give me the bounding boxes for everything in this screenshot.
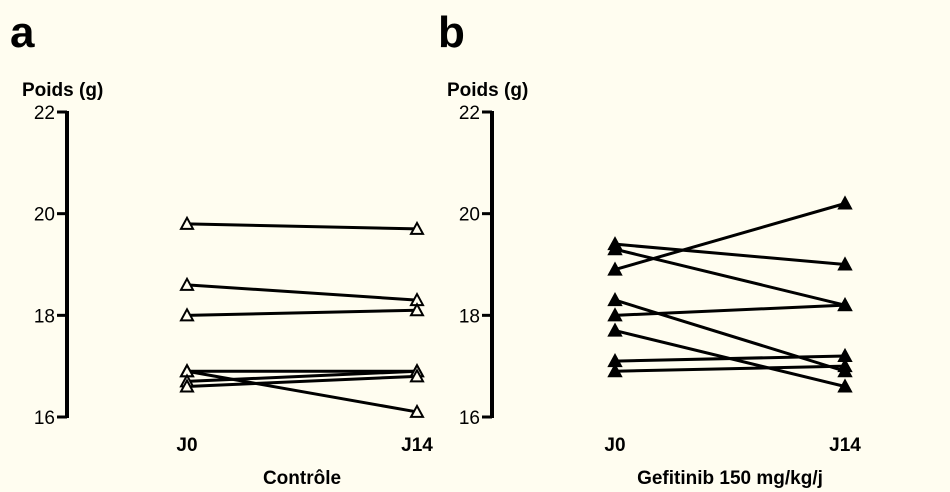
chart1-y-tick-label: 16 — [34, 408, 55, 429]
chart1-x-tick-label: J0 — [176, 435, 197, 456]
chart1-y-tick-label: 20 — [34, 205, 55, 226]
chart2-data-point — [839, 198, 851, 209]
chart2-y-tick-label: 22 — [459, 103, 480, 124]
chart1-series-line — [187, 224, 417, 229]
chart1-x-label: Contrôle — [263, 468, 341, 489]
chart2-series-line — [615, 204, 845, 270]
chart1-y-tick-label: 18 — [34, 306, 55, 327]
chart2-x-tick-label: J0 — [604, 435, 625, 456]
chart2-series-line — [615, 244, 845, 264]
chart2-y-label: Poids (g) — [447, 80, 528, 101]
chart2-y-tick-label: 16 — [459, 408, 480, 429]
chart2-x-label: Gefitinib 150 mg/kg/j — [637, 468, 823, 489]
chart1-y-tick-label: 22 — [34, 103, 55, 124]
chart1-series-line — [187, 310, 417, 315]
chart2-series-line — [615, 366, 845, 371]
chart2-y-tick-label: 18 — [459, 306, 480, 327]
chart2-y-tick-label: 20 — [459, 205, 480, 226]
chart1-x-tick-label: J14 — [401, 435, 433, 456]
chart2-series-line — [615, 249, 845, 305]
chart1-y-label: Poids (g) — [22, 80, 103, 101]
chart2-x-tick-label: J14 — [829, 435, 861, 456]
chart1-series-line — [187, 285, 417, 300]
chart2-data-point — [609, 294, 621, 305]
